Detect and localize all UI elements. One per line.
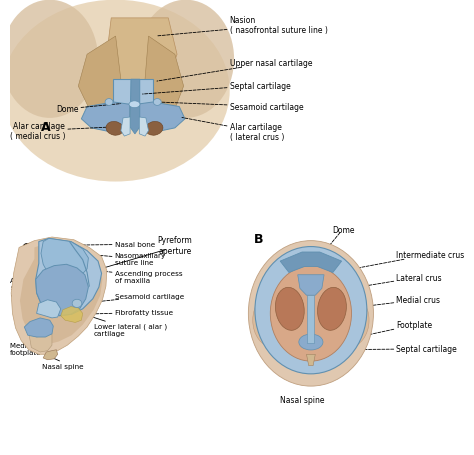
Text: Intermediate crus: Intermediate crus: [349, 250, 465, 270]
Ellipse shape: [318, 288, 346, 331]
Polygon shape: [78, 37, 122, 114]
Text: Pyreform
aperture: Pyreform aperture: [157, 236, 192, 255]
Text: Footplate: Footplate: [338, 320, 433, 342]
Text: Sesamoid cartilage: Sesamoid cartilage: [160, 103, 303, 112]
Polygon shape: [113, 80, 153, 105]
Ellipse shape: [275, 288, 304, 331]
Polygon shape: [280, 253, 342, 273]
Text: Lower lateral ( alar )
cartilage: Lower lateral ( alar ) cartilage: [70, 310, 167, 336]
Polygon shape: [43, 350, 58, 360]
Text: Medial crural
footplate: Medial crural footplate: [10, 343, 56, 355]
Ellipse shape: [255, 247, 367, 374]
Ellipse shape: [270, 266, 352, 361]
Polygon shape: [298, 275, 324, 296]
Polygon shape: [121, 118, 130, 137]
Polygon shape: [82, 103, 130, 132]
Polygon shape: [137, 103, 185, 132]
Text: Lateral crus: Lateral crus: [353, 273, 442, 288]
Polygon shape: [29, 333, 52, 352]
Text: Dome: Dome: [56, 104, 121, 114]
Polygon shape: [307, 296, 314, 343]
Text: Nasal spine: Nasal spine: [280, 395, 324, 404]
Ellipse shape: [1, 1, 230, 182]
Text: Nasal spine: Nasal spine: [42, 364, 84, 369]
Polygon shape: [41, 239, 88, 281]
Ellipse shape: [248, 241, 374, 386]
Text: Alar cartilage
( lateral crus ): Alar cartilage ( lateral crus ): [182, 118, 284, 142]
Text: Medial crus: Medial crus: [346, 296, 440, 309]
Text: Septal cartilage: Septal cartilage: [336, 344, 457, 354]
Text: Nasal bone: Nasal bone: [73, 242, 155, 248]
Polygon shape: [36, 265, 88, 316]
Ellipse shape: [154, 99, 161, 106]
Ellipse shape: [253, 293, 294, 348]
Polygon shape: [139, 118, 148, 137]
Text: Dome: Dome: [333, 226, 355, 235]
Polygon shape: [307, 354, 315, 366]
Text: Fibrofatty tissue: Fibrofatty tissue: [81, 310, 173, 316]
Ellipse shape: [72, 300, 82, 308]
Ellipse shape: [1, 1, 98, 119]
Polygon shape: [24, 318, 53, 337]
Text: A: A: [41, 121, 50, 134]
Ellipse shape: [105, 99, 113, 106]
Text: B: B: [254, 233, 263, 245]
Polygon shape: [36, 239, 101, 316]
Ellipse shape: [328, 293, 369, 348]
Ellipse shape: [129, 101, 140, 108]
Polygon shape: [61, 307, 82, 323]
Text: Alar cartilage
( medial crus ): Alar cartilage ( medial crus ): [9, 121, 109, 141]
Text: Septal cartilage: Septal cartilage: [143, 81, 291, 95]
Polygon shape: [107, 19, 177, 105]
Polygon shape: [20, 242, 102, 344]
Ellipse shape: [106, 122, 123, 136]
Text: Upper nasal cartilage: Upper nasal cartilage: [157, 59, 312, 82]
Polygon shape: [11, 238, 107, 354]
Polygon shape: [130, 80, 140, 135]
Ellipse shape: [299, 334, 323, 350]
Text: Sesamoid cartilage: Sesamoid cartilage: [84, 293, 184, 303]
Text: Anterior
septal
angle: Anterior septal angle: [10, 278, 38, 298]
Polygon shape: [144, 37, 183, 114]
Ellipse shape: [137, 1, 234, 119]
Polygon shape: [36, 300, 61, 318]
Text: C: C: [21, 242, 30, 254]
Text: Nasomaxillary
suture line: Nasomaxillary suture line: [78, 253, 166, 266]
Text: Ascending process
of maxilla: Ascending process of maxilla: [83, 269, 182, 283]
Text: Nasion
( nasofrontal suture line ): Nasion ( nasofrontal suture line ): [158, 16, 328, 37]
Ellipse shape: [146, 122, 163, 136]
